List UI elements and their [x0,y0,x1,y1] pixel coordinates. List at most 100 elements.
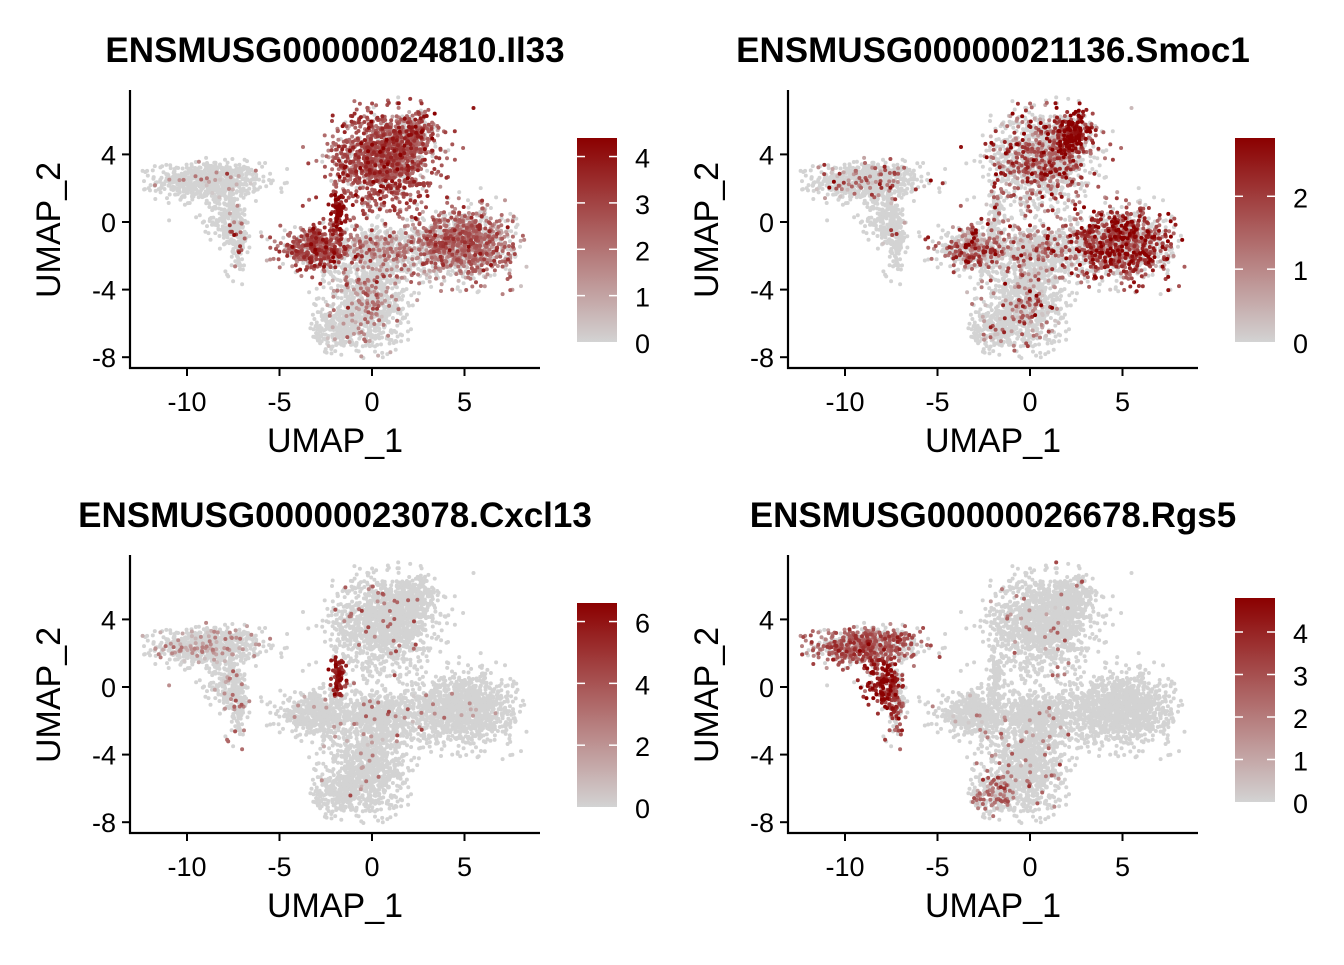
cell-point [468,255,472,259]
cell-point [231,250,235,254]
cell-point [450,142,454,146]
cell-point [229,199,233,203]
cell-point [380,235,384,239]
cell-point [314,159,318,163]
cell-point [338,278,342,282]
cell-point [366,310,370,314]
cell-point [324,333,328,337]
cell-point [218,247,222,251]
cell-point [347,264,351,268]
cell-point [241,177,245,181]
cell-point [377,323,381,327]
cell-point [385,230,389,234]
cell-point [409,280,413,284]
cell-point [330,351,334,355]
cell-point [254,169,258,173]
cell-point [361,265,365,269]
cell-point [387,338,391,342]
cell-point [474,212,478,216]
cell-point [330,319,334,323]
cell-point [361,344,365,348]
cell-point [168,193,172,197]
cell-point [216,174,220,178]
cell-point [223,269,227,273]
cell-point [278,265,282,269]
cell-point [378,286,382,290]
cell-point [215,182,219,186]
cell-point [331,141,335,145]
cell-point [268,258,272,262]
cell-point [340,333,344,337]
cell-point [174,193,178,197]
cell-point [355,264,359,268]
cell-point [260,165,264,169]
cell-point [350,319,354,323]
cell-point [360,231,364,235]
cell-point [498,255,502,259]
cell-point [456,244,460,248]
cell-point [375,275,379,279]
cell-point [380,315,384,319]
cell-point [378,248,382,252]
cell-point [194,168,198,172]
cell-point [511,219,515,223]
cell-point [210,223,214,227]
cell-point [386,286,390,290]
cell-point [323,165,327,169]
cell-point [281,262,285,266]
cell-point [388,209,392,213]
cell-point [456,265,460,269]
cell-point [500,213,504,217]
cell-point [416,273,420,277]
cell-point [317,296,321,300]
cell-point [485,203,489,207]
cell-point [229,175,233,179]
cell-point [254,173,258,177]
cell-point [353,243,357,247]
cell-point [325,154,329,158]
cell-point [152,175,156,179]
cell-point [325,303,329,307]
cell-point [326,336,330,340]
cell-point [182,174,186,178]
cell-point [489,206,493,210]
cell-point [285,167,289,171]
cell-point [390,286,394,290]
cell-point [458,218,462,222]
cell-point [436,133,440,137]
cell-point [142,188,146,192]
cell-point [235,204,239,208]
cell-point [211,184,215,188]
cell-point [392,264,396,268]
cell-point [445,201,449,205]
cell-point [232,220,236,224]
cell-point [406,320,410,324]
cell-point [312,302,316,306]
cell-point [408,193,412,197]
cell-point [249,182,253,186]
cell-point [281,236,285,240]
cell-point [182,194,186,198]
cell-point [397,106,401,110]
cell-point [234,163,238,167]
cell-point [525,265,529,269]
cell-point [226,274,230,278]
cell-point [363,317,367,321]
cell-point [433,222,437,226]
cell-point [240,222,244,226]
cell-point [245,189,249,193]
cell-point [334,343,338,347]
cell-point [509,229,513,233]
cell-point [378,268,382,272]
cell-point [345,314,349,318]
cell-point [350,324,354,328]
cell-point [410,235,414,239]
cell-point [514,231,518,235]
cell-point [501,249,505,253]
cell-point [334,332,338,336]
cell-point [350,224,354,228]
cell-point [409,293,413,297]
cell-point [457,190,461,194]
cell-point [210,191,214,195]
cell-point [185,163,189,167]
